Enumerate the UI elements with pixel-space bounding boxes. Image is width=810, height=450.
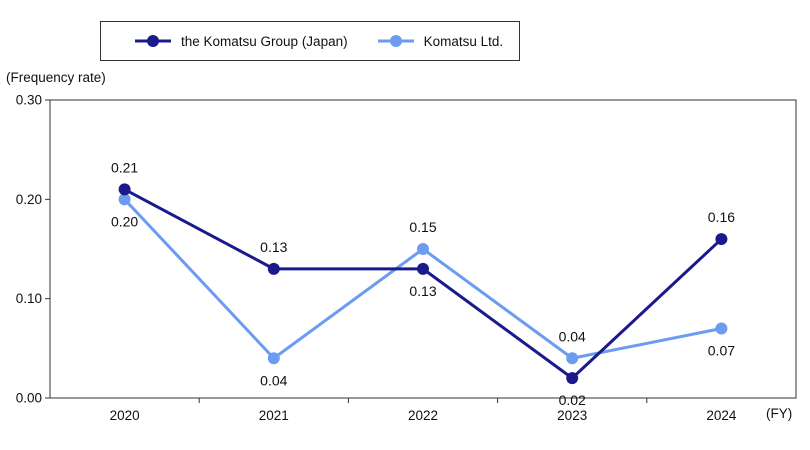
y-tick-label: 0.30 — [16, 93, 42, 108]
data-label-ltd: 0.07 — [708, 342, 735, 358]
x-tick-label: 2022 — [408, 408, 438, 423]
legend: the Komatsu Group (Japan) Komatsu Ltd. — [100, 21, 520, 61]
legend-marker-ltd — [377, 35, 414, 47]
legend-label-group: the Komatsu Group (Japan) — [181, 33, 348, 49]
data-point-ltd — [566, 352, 579, 365]
x-tick-label: 2024 — [706, 408, 737, 423]
data-label-ltd: 0.15 — [409, 219, 436, 235]
legend-item-ltd: Komatsu Ltd. — [376, 33, 504, 49]
data-point-ltd — [715, 322, 728, 335]
data-point-group — [715, 233, 728, 246]
data-point-group — [417, 262, 429, 275]
data-label-ltd: 0.20 — [111, 213, 138, 229]
data-point-ltd — [118, 193, 131, 206]
y-axis-unit-label: (Frequency rate) — [6, 70, 106, 85]
x-tick-label: 2021 — [259, 408, 289, 423]
data-point-group — [267, 262, 280, 275]
data-point-group — [566, 372, 579, 385]
data-point-ltd — [417, 243, 429, 255]
data-point-group — [118, 183, 131, 196]
data-label-group: 0.13 — [409, 283, 436, 299]
plot-frame — [49, 99, 797, 399]
x-tick-label: 2023 — [557, 408, 587, 423]
data-label-ltd: 0.04 — [260, 372, 287, 388]
y-tick-label: 0.00 — [16, 391, 42, 406]
data-point-ltd — [267, 352, 280, 365]
legend-item-group: the Komatsu Group (Japan) — [133, 34, 348, 49]
y-tick-label: 0.10 — [16, 291, 42, 306]
data-label-ltd: 0.04 — [559, 328, 586, 344]
legend-label-ltd: Komatsu Ltd. — [423, 33, 504, 49]
data-label-group: 0.16 — [708, 209, 735, 225]
data-label-group: 0.21 — [111, 159, 138, 175]
data-label-group: 0.13 — [260, 239, 287, 255]
data-label-group: 0.02 — [559, 392, 586, 408]
y-tick-label: 0.20 — [16, 192, 42, 207]
legend-marker-group — [135, 35, 171, 47]
x-axis-unit-label: (FY) — [766, 406, 793, 421]
x-tick-label: 2020 — [110, 408, 140, 423]
